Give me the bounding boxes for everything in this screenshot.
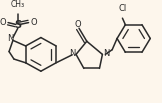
Text: O: O xyxy=(75,20,81,29)
Text: CH₃: CH₃ xyxy=(11,1,25,9)
Text: N: N xyxy=(69,49,75,58)
Text: Cl: Cl xyxy=(118,5,127,13)
Text: N: N xyxy=(7,34,13,43)
Text: O: O xyxy=(0,18,6,27)
Text: S: S xyxy=(14,20,21,30)
Text: O: O xyxy=(30,18,37,27)
Text: N: N xyxy=(103,49,110,58)
